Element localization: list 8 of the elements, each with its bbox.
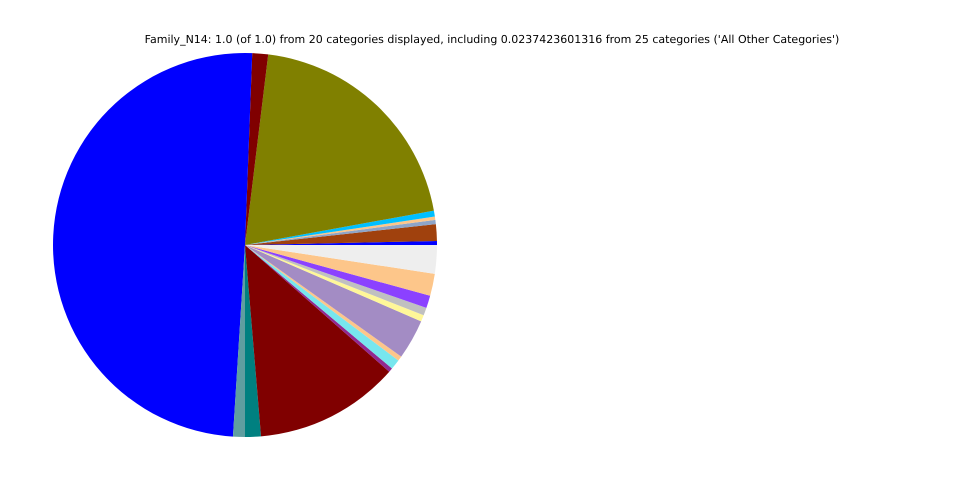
pie-slice [245,245,390,436]
pie-slice [245,245,262,437]
text: Family_N14: 1.0 (of 1.0) from 20 categories displayed, including 0.0237423601316 from 25 categories ('All Other Categories') [144,33,840,46]
pie-slice [245,224,437,245]
pie-slice [245,53,268,245]
pie-slice [245,54,434,245]
pie-slice [245,245,437,274]
pie-slice [53,53,252,437]
